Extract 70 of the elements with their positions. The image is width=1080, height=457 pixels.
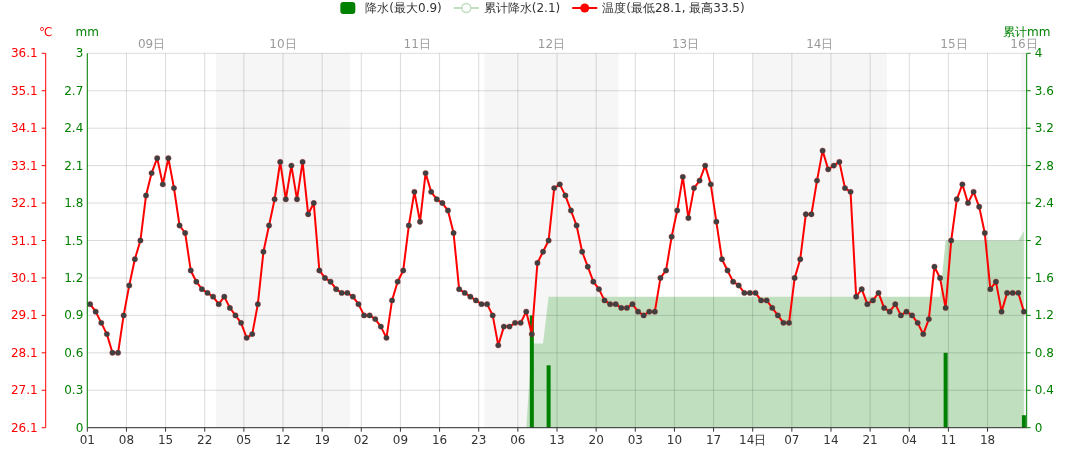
y3-tick-label: 0 [1034, 420, 1043, 435]
y3-tick-label: 0.8 [1034, 345, 1054, 360]
x2-tick-label: 13日 [671, 37, 700, 52]
y2-tick-label: 3 [75, 46, 84, 61]
x-tick-label: 18 [979, 433, 996, 448]
x-tick-label: 11 [940, 433, 957, 448]
y2-tick-label: 0 [75, 420, 84, 435]
x-tick-label: 01 [79, 433, 95, 448]
y3-tick-label: 1.6 [1034, 270, 1054, 285]
x2-tick-label: 14日 [806, 37, 834, 52]
x-tick-label: 03 [627, 433, 643, 448]
legend-label: 累计降水(2.1) [483, 1, 561, 15]
x-tick-label: 02 [353, 433, 369, 448]
y3-tick-label: 0.4 [1034, 383, 1054, 398]
x-tick-label: 09 [392, 433, 409, 448]
y2-tick-label: 0.6 [64, 345, 84, 360]
x-tick-label: 19 [314, 433, 330, 448]
x-tick-label: 05 [236, 433, 252, 448]
x2-tick-label: 12日 [537, 37, 566, 52]
y3-tick-label: 2.8 [1034, 158, 1054, 173]
x2-tick-label: 10日 [269, 37, 297, 52]
y2-tick-label: 1.5 [64, 233, 84, 248]
y2-axis-title: mm [75, 25, 99, 40]
x-tick-label: 20 [588, 433, 604, 448]
y3-axis-title: 累计mm [1003, 25, 1051, 40]
y3-tick-label: 2.4 [1034, 196, 1054, 211]
x-tick-label: 08 [118, 433, 135, 448]
x-tick-label: 16 [431, 433, 448, 448]
y2-tick-label: 2.7 [64, 83, 84, 98]
x2-tick-label: 16日 [1010, 37, 1038, 52]
y-tick-label: 27.1 [10, 383, 38, 398]
y3-tick-label: 3.6 [1034, 83, 1054, 98]
y2-tick-label: 0.3 [64, 383, 84, 398]
y-tick-label: 34.1 [10, 121, 38, 136]
x2-tick-label: 15日 [940, 37, 968, 52]
y-tick-label: 35.1 [10, 83, 38, 98]
x-tick-label: 14 [823, 433, 839, 448]
y2-tick-label: 2.1 [64, 158, 84, 173]
y2-tick-label: 1.2 [64, 270, 84, 285]
y3-tick-label: 2 [1034, 233, 1043, 248]
x-tick-label: 22 [197, 433, 213, 448]
y-tick-label: 26.1 [10, 420, 38, 435]
y-tick-label: 29.1 [10, 308, 38, 323]
y-tick-label: 30.1 [10, 270, 38, 285]
y2-tick-label: 1.8 [64, 196, 84, 211]
y-tick-label: 32.1 [10, 196, 38, 211]
x-tick-label: 15 [157, 433, 174, 448]
x-tick-label: 14日 [739, 433, 767, 448]
x-tick-label: 07 [784, 433, 800, 448]
y-axis-title: ℃ [38, 25, 53, 40]
y2-tick-label: 0.9 [64, 308, 84, 323]
legend-label: 温度(最低28.1, 最高33.5) [602, 1, 745, 15]
y-tick-label: 31.1 [10, 233, 38, 248]
x-tick-label: 12 [275, 433, 291, 448]
x2-tick-label: 11日 [403, 37, 431, 52]
y3-tick-label: 3.2 [1034, 121, 1054, 136]
y-tick-label: 33.1 [10, 158, 38, 173]
y-tick-label: 28.1 [10, 345, 38, 360]
y3-tick-label: 1.2 [1034, 308, 1054, 323]
x-tick-label: 21 [862, 433, 878, 448]
y2-tick-label: 2.4 [64, 121, 84, 136]
x-tick-label: 06 [510, 433, 526, 448]
legend-label: 降水(最大0.9) [365, 1, 442, 15]
x-tick-label: 13 [549, 433, 565, 448]
x-tick-label: 17 [705, 433, 722, 448]
x-tick-label: 04 [901, 433, 917, 448]
y-tick-label: 36.1 [10, 46, 38, 61]
x-tick-label: 23 [471, 433, 487, 448]
x-tick-label: 10 [666, 433, 683, 448]
x2-tick-label: 09日 [137, 37, 166, 52]
